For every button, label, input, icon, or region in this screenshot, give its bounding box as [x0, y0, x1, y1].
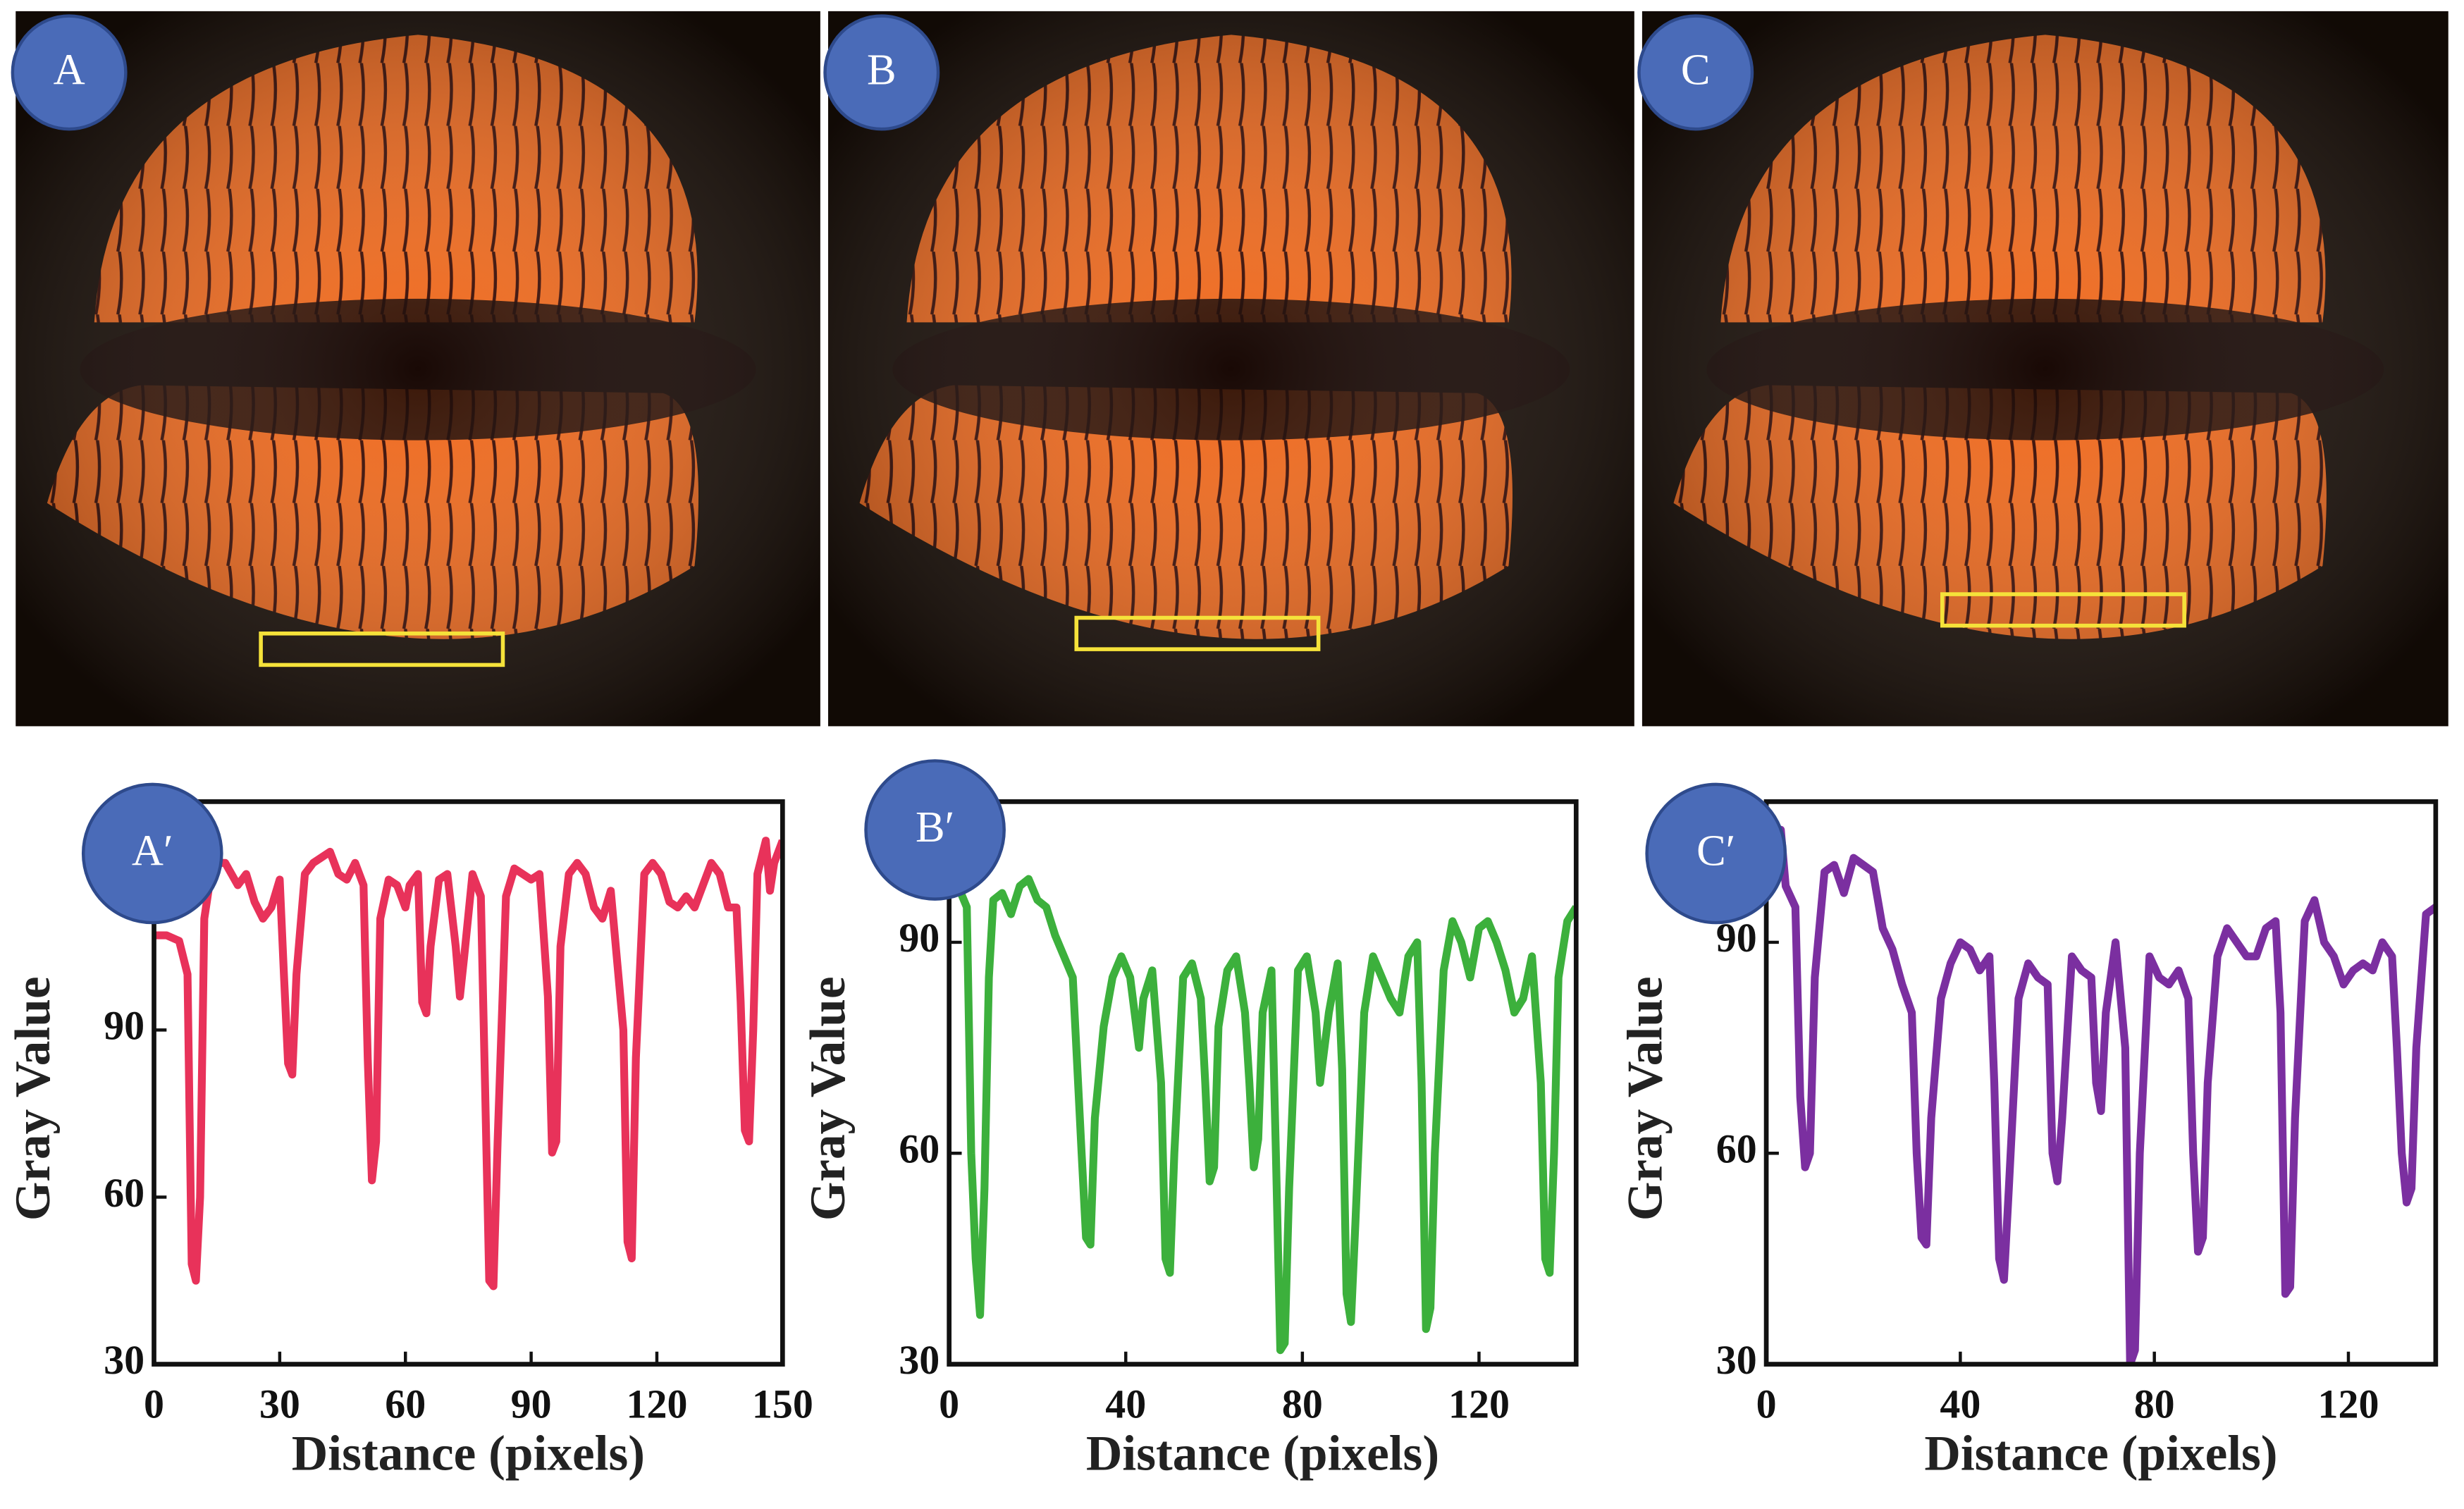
y-axis-label: Gray Value [800, 976, 856, 1221]
x-tick-label: 40 [1105, 1381, 1146, 1427]
x-tick-label: 80 [1282, 1381, 1323, 1427]
x-axis-label: Distance (pixels) [292, 1426, 645, 1482]
x-axis-label: Distance (pixels) [1086, 1426, 1439, 1482]
y-axis-label: Gray Value [1617, 976, 1673, 1221]
x-tick-label: 40 [1940, 1381, 1981, 1427]
panel-label: A [54, 44, 85, 94]
line-chart: 0 40 80 120 30 60 90 Distance (pixels) Gray Valu… [800, 759, 1579, 1482]
axes-frame [152, 799, 785, 1367]
panel-label: C′ [1696, 826, 1735, 875]
panel-badge [823, 14, 940, 131]
plot-area [154, 837, 783, 1291]
x-tick-label: 30 [259, 1381, 300, 1427]
x-tick-label: 120 [1448, 1381, 1510, 1427]
x-axis-label: Distance (pixels) [1924, 1426, 2277, 1482]
panel-badge [1645, 782, 1787, 925]
x-tick-label: 90 [511, 1381, 552, 1427]
data-line [154, 837, 783, 1291]
x-tick-label: 0 [1756, 1381, 1777, 1427]
vignette [827, 11, 1634, 727]
x-tick-label: 0 [939, 1381, 959, 1427]
x-tick-label: 80 [2134, 1381, 2175, 1427]
x-tick-label: 150 [752, 1381, 813, 1427]
y-tick-label: 60 [899, 1126, 940, 1172]
vignette [16, 11, 820, 727]
data-line [949, 875, 1577, 1355]
plot-area [949, 875, 1577, 1355]
panel-badge [81, 782, 223, 925]
chart-row: 0306090120150306090120Distance (pixels)G… [5, 759, 2439, 1482]
panel-badge [1637, 14, 1754, 131]
panel-label: B [867, 44, 897, 94]
panel-label: C [1681, 44, 1711, 94]
vignette [1641, 11, 2448, 727]
image-row: A B C [11, 11, 2448, 727]
x-tick-label: 120 [627, 1381, 688, 1427]
y-tick-label: 30 [1716, 1337, 1757, 1383]
y-tick-label: 90 [899, 915, 940, 961]
roi-box [259, 632, 505, 667]
x-tick-label: 60 [385, 1381, 426, 1427]
roi-box [1074, 615, 1321, 651]
roi-box [1940, 592, 2186, 628]
y-tick-label: 90 [104, 1003, 144, 1049]
axes-frame [1763, 799, 2439, 1367]
panel-badge [11, 14, 128, 131]
y-axis-label: Gray Value [5, 976, 61, 1221]
axes-frame [947, 799, 1579, 1367]
micrograph: A [11, 11, 820, 727]
line-chart: 0306090120150306090120Distance (pixels)G… [5, 782, 813, 1482]
x-tick-label: 0 [144, 1381, 164, 1427]
plot-area [1766, 821, 2436, 1365]
y-tick-label: 60 [104, 1170, 144, 1216]
panel-label: A′ [132, 826, 173, 875]
panel-badge [864, 759, 1006, 901]
y-tick-label: 30 [899, 1337, 940, 1383]
x-tick-label: 120 [2318, 1381, 2379, 1427]
micrograph: C [1637, 11, 2448, 727]
data-line [1766, 821, 2436, 1365]
panel-label: B′ [916, 802, 954, 851]
micrograph: B [823, 11, 1634, 727]
y-tick-label: 60 [1716, 1126, 1757, 1172]
y-tick-label: 30 [104, 1337, 144, 1383]
